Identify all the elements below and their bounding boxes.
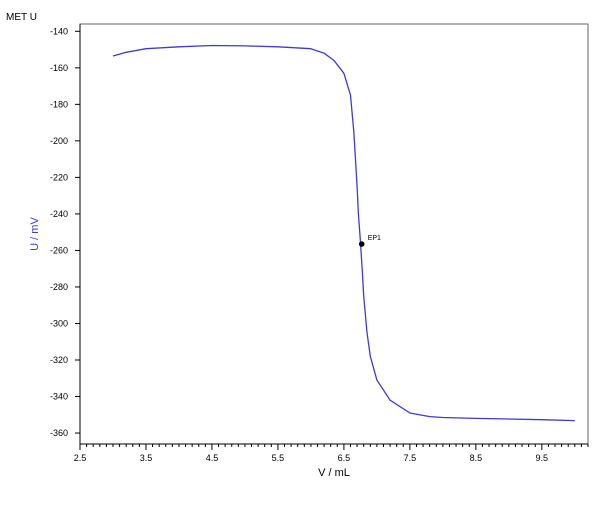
y-tick-label: -220 bbox=[50, 172, 68, 182]
y-tick-label: -320 bbox=[50, 355, 68, 365]
y-tick-label: -180 bbox=[50, 99, 68, 109]
x-tick-label: 2.5 bbox=[74, 453, 87, 463]
endpoint-marker bbox=[358, 241, 365, 247]
x-axis-label: V / mL bbox=[318, 467, 350, 479]
endpoint-label: EP1 bbox=[368, 235, 381, 242]
y-tick-label: -200 bbox=[50, 136, 68, 146]
y-axis-ticks: -140 -160 -180 -200 -220 -240 -260 -280 -300 -320… bbox=[50, 26, 80, 438]
series-line bbox=[112, 44, 575, 422]
x-tick-label: 6.5 bbox=[338, 453, 351, 463]
plot-frame bbox=[79, 23, 589, 445]
y-tick-label: -280 bbox=[50, 282, 68, 292]
y-axis-label: U / mV bbox=[29, 217, 41, 251]
x-tick-label: 3.5 bbox=[140, 453, 153, 463]
y-tick-label: -140 bbox=[50, 26, 68, 36]
y-tick-label: -160 bbox=[50, 63, 68, 73]
x-tick-label: 4.5 bbox=[206, 453, 219, 463]
x-tick-label: 8.5 bbox=[470, 453, 483, 463]
y-tick-label: -300 bbox=[50, 318, 68, 328]
x-axis-ticks: 2.5 3.5 4.5 5.5 6.5 7.5 8.5 9.5 bbox=[74, 444, 589, 463]
x-tick-label: 9.5 bbox=[536, 453, 549, 463]
chart-title: MET U bbox=[6, 12, 37, 23]
y-tick-label: -240 bbox=[50, 209, 68, 219]
x-tick-label: 7.5 bbox=[404, 453, 417, 463]
y-tick-label: -340 bbox=[50, 392, 68, 402]
x-tick-label: 5.5 bbox=[272, 453, 285, 463]
y-tick-label: -360 bbox=[50, 428, 68, 438]
y-tick-label: -260 bbox=[50, 245, 68, 255]
